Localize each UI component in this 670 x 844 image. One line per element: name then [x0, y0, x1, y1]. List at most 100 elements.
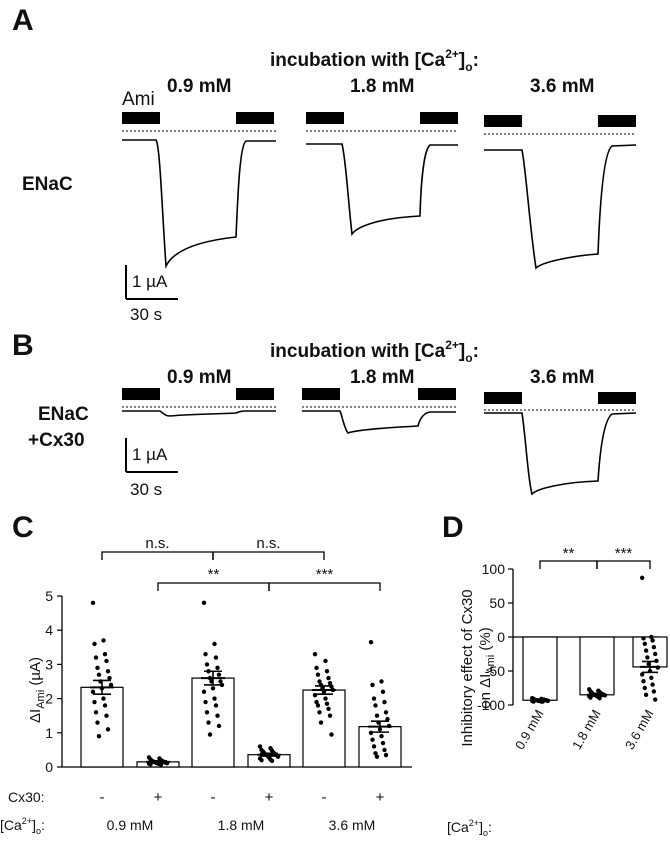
- data-point: [330, 687, 336, 693]
- data-point: [213, 655, 219, 660]
- data-point: [649, 675, 654, 680]
- cx30-mark: +: [154, 789, 163, 806]
- cx30-mark: -: [322, 789, 327, 806]
- data-point: [382, 747, 387, 753]
- data-point: [314, 665, 319, 671]
- data-point: [373, 751, 378, 756]
- significance-label: ***: [615, 545, 633, 562]
- significance-bracket: [101, 551, 214, 560]
- ami-bar: [236, 388, 274, 400]
- panel-a-header: incubation with [Ca2+]o:: [270, 47, 479, 74]
- panel-a-conc-2: 1.8 mM: [350, 76, 414, 97]
- panel-d-y-label-1: Inhibitory effect of Cx30: [459, 589, 476, 746]
- significance-label: **: [563, 545, 575, 562]
- enac-trace-3.6: [484, 144, 637, 270]
- data-point: [104, 713, 109, 718]
- data-point: [206, 669, 211, 674]
- ami-bar: [598, 392, 636, 404]
- data-point: [204, 662, 210, 667]
- data-point: [212, 696, 217, 701]
- y-tick-label: 0: [497, 629, 505, 645]
- data-point: [98, 679, 103, 684]
- data-point: [92, 641, 97, 647]
- panel-c-row2-label: [Ca2+]o:: [0, 816, 45, 836]
- cx30-mark: +: [376, 789, 385, 806]
- data-point: [93, 710, 99, 715]
- data-point: [104, 658, 109, 664]
- panel-a-ami-label: Ami: [122, 89, 155, 110]
- y-tick-label: 0: [45, 759, 53, 775]
- scale-x-label: 30 s: [130, 480, 162, 499]
- enac-cx30-trace-1.8: [302, 410, 456, 434]
- panel-d-brackets: ** ***: [539, 545, 651, 569]
- data-point: [324, 701, 330, 706]
- data-point: [588, 695, 593, 700]
- data-point: [318, 682, 324, 688]
- data-point: [380, 740, 386, 746]
- significance-bracket: [212, 551, 325, 560]
- data-point: [209, 679, 214, 684]
- data-point: [99, 686, 105, 691]
- significance-label: ***: [316, 566, 334, 583]
- y-tick-label: 5: [45, 588, 53, 604]
- data-point: [641, 636, 646, 641]
- data-point: [93, 655, 99, 660]
- cx30-mark: -: [211, 789, 216, 806]
- data-point: [216, 723, 222, 729]
- data-point: [212, 641, 217, 647]
- data-point: [102, 703, 108, 708]
- data-point: [96, 734, 102, 739]
- panel-d-points: [530, 575, 660, 704]
- panel-b: B incubation with [Ca2+]o: 0.9 mM 1.8 mM…: [12, 329, 637, 499]
- ami-bar: [598, 115, 636, 127]
- data-point: [213, 703, 219, 708]
- data-point: [371, 744, 377, 749]
- panel-a-conc-3: 3.6 mM: [530, 76, 594, 97]
- data-point: [382, 699, 387, 705]
- data-point: [219, 682, 225, 688]
- data-point: [90, 600, 96, 606]
- ami-bar: [484, 115, 522, 127]
- panel-b-letter: B: [12, 329, 34, 362]
- data-point: [201, 600, 207, 606]
- data-point: [368, 730, 374, 735]
- panel-b-header: incubation with [Ca2+]o:: [270, 338, 479, 365]
- ami-bar: [302, 388, 340, 400]
- data-point: [540, 699, 545, 704]
- data-point: [318, 720, 324, 725]
- bar: [302, 689, 346, 768]
- data-point: [374, 754, 380, 759]
- data-point: [107, 675, 112, 681]
- data-point: [96, 672, 102, 677]
- data-point: [329, 684, 334, 689]
- data-point: [385, 716, 390, 722]
- y-tick-label: -50: [485, 663, 505, 679]
- panel-a-letter: A: [12, 4, 34, 37]
- data-point: [269, 758, 275, 764]
- data-point: [654, 658, 659, 663]
- data-point: [218, 679, 223, 684]
- data-point: [101, 696, 106, 701]
- data-point: [326, 675, 331, 681]
- data-point: [95, 665, 100, 671]
- data-point: [373, 703, 378, 708]
- data-point: [371, 696, 377, 701]
- significance-label: n.s.: [145, 535, 169, 552]
- cx30-mark: -: [100, 789, 105, 806]
- data-point: [651, 689, 657, 694]
- data-point: [215, 665, 220, 671]
- panel-d-categories: 0.9 mM 1.8 mM 3.6 mM: [512, 707, 657, 752]
- data-point: [204, 710, 210, 715]
- data-point: [323, 658, 328, 664]
- data-point: [314, 699, 319, 705]
- data-point: [215, 713, 220, 718]
- panel-c-letter: C: [12, 511, 34, 544]
- panel-d: D Inhibitory effect of Cx30 on ΔIAmi (%)…: [442, 511, 668, 838]
- category-label: 1.8 mM: [569, 707, 604, 752]
- data-point: [275, 754, 281, 759]
- significance-bracket: [268, 582, 381, 591]
- panel-c-brackets: n.s. n.s.** ***: [101, 535, 381, 591]
- data-point: [326, 706, 331, 712]
- panel-d-bars: [522, 636, 668, 702]
- panel-d-row-label: [Ca2+]o:: [447, 818, 492, 838]
